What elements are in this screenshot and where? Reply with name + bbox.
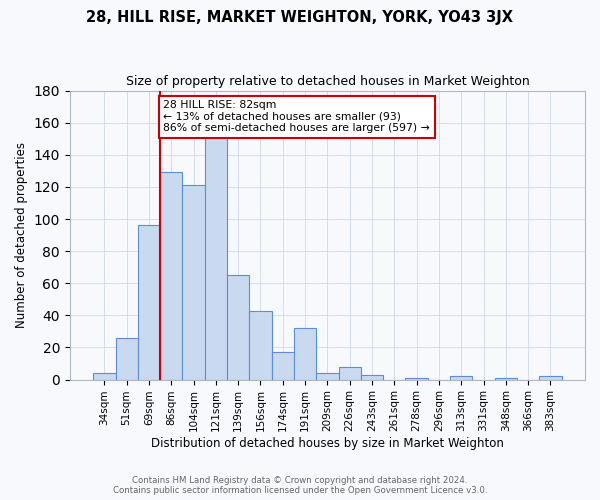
Bar xyxy=(316,373,338,380)
Bar xyxy=(205,137,227,380)
Bar xyxy=(138,226,160,380)
Bar xyxy=(160,172,182,380)
Bar xyxy=(116,338,138,380)
Bar xyxy=(93,373,116,380)
Bar xyxy=(539,376,562,380)
Bar xyxy=(450,376,472,380)
Bar xyxy=(406,378,428,380)
Y-axis label: Number of detached properties: Number of detached properties xyxy=(15,142,28,328)
Text: Contains HM Land Registry data © Crown copyright and database right 2024.
Contai: Contains HM Land Registry data © Crown c… xyxy=(113,476,487,495)
Title: Size of property relative to detached houses in Market Weighton: Size of property relative to detached ho… xyxy=(125,75,529,88)
Bar xyxy=(182,186,205,380)
Bar xyxy=(227,275,250,380)
Bar xyxy=(338,367,361,380)
X-axis label: Distribution of detached houses by size in Market Weighton: Distribution of detached houses by size … xyxy=(151,437,504,450)
Bar xyxy=(294,328,316,380)
Bar xyxy=(361,375,383,380)
Bar xyxy=(250,310,272,380)
Text: 28, HILL RISE, MARKET WEIGHTON, YORK, YO43 3JX: 28, HILL RISE, MARKET WEIGHTON, YORK, YO… xyxy=(86,10,514,25)
Text: 28 HILL RISE: 82sqm
← 13% of detached houses are smaller (93)
86% of semi-detach: 28 HILL RISE: 82sqm ← 13% of detached ho… xyxy=(163,100,430,134)
Bar xyxy=(272,352,294,380)
Bar xyxy=(494,378,517,380)
